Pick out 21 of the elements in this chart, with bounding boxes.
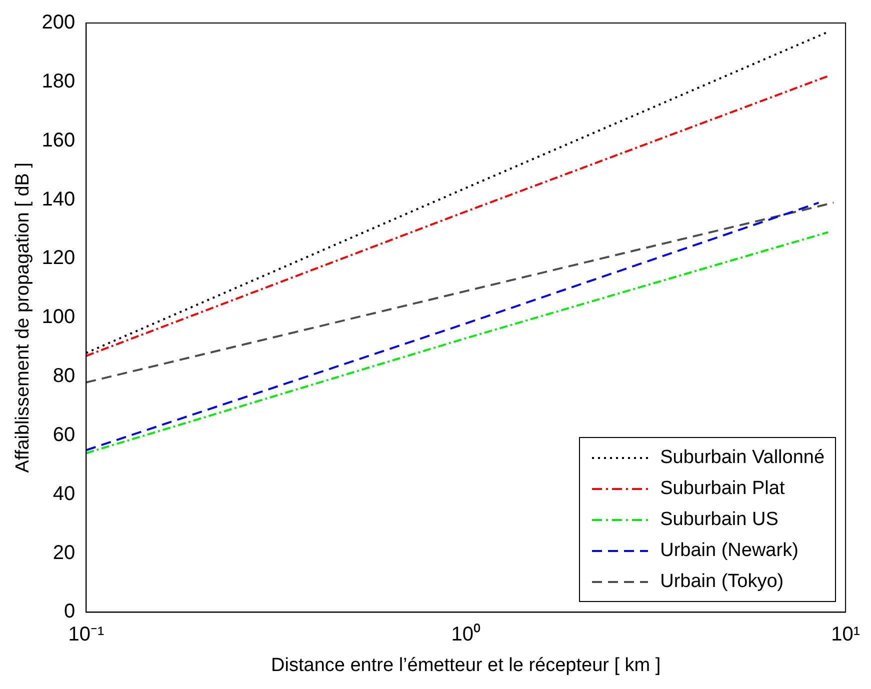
y-tick-label: 140 <box>42 188 76 210</box>
y-tick-label: 200 <box>42 12 76 34</box>
y-tick-label: 80 <box>52 365 76 388</box>
y-tick-label: 0 <box>64 600 76 623</box>
y-tick-label: 100 <box>42 306 76 328</box>
x-axis-title: Distance entre l’émetteur et le récepteur [ km ] <box>271 654 661 676</box>
x-tick-label: 10⁰ <box>451 622 480 646</box>
y-tick-label: 160 <box>42 129 76 152</box>
legend-label: Suburbain Vallonné <box>660 446 825 469</box>
y-tick-label: 20 <box>52 542 76 564</box>
y-tick-label: 120 <box>42 247 76 270</box>
legend-label: Urbain (Newark) <box>660 540 798 562</box>
y-tick-label: 180 <box>42 70 76 92</box>
y-tick-label: 40 <box>52 482 76 505</box>
legend-label: Suburbain US <box>660 508 778 531</box>
x-tick-label: 10¹ <box>831 624 860 646</box>
legend-label: Urbain (Tokyo) <box>660 570 784 593</box>
y-axis-title: Affaiblissement de propagation [ dB ] <box>12 162 34 473</box>
y-tick-label: 60 <box>52 424 76 446</box>
x-tick-label: 10⁻¹ <box>68 624 104 646</box>
legend-label: Suburbain Plat <box>660 478 785 500</box>
